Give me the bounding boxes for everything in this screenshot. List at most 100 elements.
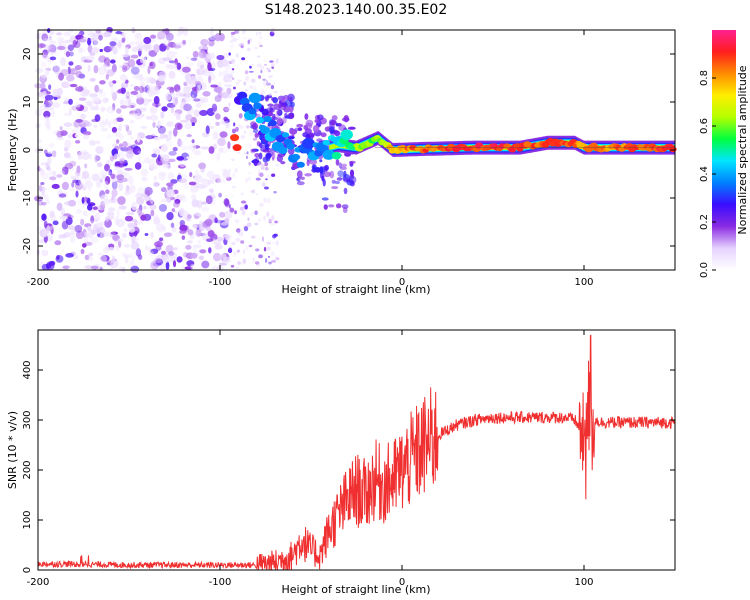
noise-blob <box>150 34 157 39</box>
noise-blob <box>85 233 94 239</box>
noise-blob <box>150 231 154 239</box>
noise-blob <box>240 192 244 196</box>
noise-blob <box>176 256 183 263</box>
noise-blob <box>109 41 117 47</box>
noise-blob <box>121 63 127 68</box>
noise-blob <box>167 172 175 181</box>
noise-blob <box>57 36 65 44</box>
noise-blob <box>250 212 254 216</box>
noise-blob <box>192 50 199 58</box>
noise-blob <box>224 215 232 219</box>
noise-blob <box>165 120 175 128</box>
noise-blob <box>184 79 193 85</box>
noise-blob <box>123 124 129 128</box>
noise-blob <box>129 41 135 46</box>
noise-blob <box>235 29 240 34</box>
noise-blob <box>153 257 162 264</box>
noise-blob <box>246 87 250 91</box>
noise-blob <box>180 119 189 123</box>
scatter-blob <box>319 159 323 163</box>
scatter-blob <box>334 130 341 137</box>
noise-blob <box>176 32 182 37</box>
scatter-blob <box>271 97 275 101</box>
scatter-blob <box>324 126 330 132</box>
noise-blob <box>137 150 142 154</box>
noise-blob <box>152 121 156 128</box>
x-tick-label: -200 <box>27 577 50 588</box>
noise-blob <box>63 122 73 127</box>
track-blob <box>253 102 262 110</box>
track-blob <box>340 129 353 140</box>
noise-blob <box>211 61 216 70</box>
noise-blob <box>152 148 160 153</box>
noise-blob <box>230 34 234 38</box>
noise-blob <box>116 174 125 181</box>
noise-blob <box>143 36 152 45</box>
noise-blob <box>41 249 49 257</box>
noise-blob <box>145 135 155 140</box>
noise-blob <box>147 65 151 75</box>
noise-blob <box>186 134 192 138</box>
noise-blob <box>155 104 159 108</box>
noise-blob <box>128 175 134 185</box>
noise-blob <box>156 31 166 40</box>
noise-blob <box>68 61 74 66</box>
noise-blob <box>226 87 232 95</box>
noise-blob <box>241 229 244 234</box>
noise-blob <box>117 238 124 243</box>
noise-blob <box>121 65 128 73</box>
noise-blob <box>228 74 234 79</box>
noise-blob <box>179 224 188 232</box>
track-blob <box>322 149 335 160</box>
noise-blob <box>186 214 192 219</box>
noise-blob <box>206 52 216 60</box>
noise-blob <box>40 61 47 68</box>
noise-blob <box>78 97 87 101</box>
noise-blob <box>181 195 188 203</box>
noise-blob <box>161 256 171 264</box>
noise-blob <box>83 196 88 202</box>
noise-blob <box>71 129 77 134</box>
scatter-blob <box>287 93 295 102</box>
noise-blob <box>163 232 173 238</box>
noise-blob <box>260 163 265 170</box>
scatter-blob <box>296 181 305 186</box>
scatter-blob <box>294 127 300 132</box>
noise-blob <box>59 170 65 176</box>
noise-blob <box>68 51 74 57</box>
noise-blob <box>99 80 106 85</box>
noise-blob <box>163 154 170 162</box>
noise-blob <box>166 189 175 198</box>
noise-blob <box>244 70 249 75</box>
scatter-blob <box>331 179 336 184</box>
noise-blob <box>161 146 169 152</box>
noise-blob <box>59 215 68 220</box>
noise-blob <box>247 217 250 222</box>
scatter-blob <box>296 170 303 178</box>
noise-blob <box>216 54 225 61</box>
noise-blob <box>184 122 192 130</box>
noise-blob <box>200 64 205 69</box>
noise-blob <box>177 138 182 147</box>
y-tick-label: -20 <box>22 238 33 254</box>
scatter-blob <box>304 113 309 120</box>
noise-blob <box>179 230 187 234</box>
noise-blob <box>258 254 263 259</box>
noise-blob <box>140 168 149 177</box>
noise-blob <box>241 210 246 216</box>
noise-blob <box>252 257 255 263</box>
noise-blob <box>245 76 250 81</box>
noise-blob <box>97 252 104 256</box>
noise-blob <box>248 143 252 148</box>
noise-blob <box>98 34 103 41</box>
noise-blob <box>159 237 164 242</box>
noise-blob <box>150 114 158 121</box>
noise-blob <box>111 63 117 73</box>
noise-blob <box>87 225 92 232</box>
noise-blob <box>198 162 207 170</box>
noise-blob <box>72 39 77 48</box>
noise-blob <box>197 96 205 104</box>
noise-blob <box>208 39 215 47</box>
noise-blob <box>87 44 93 53</box>
noise-blob <box>59 130 68 136</box>
